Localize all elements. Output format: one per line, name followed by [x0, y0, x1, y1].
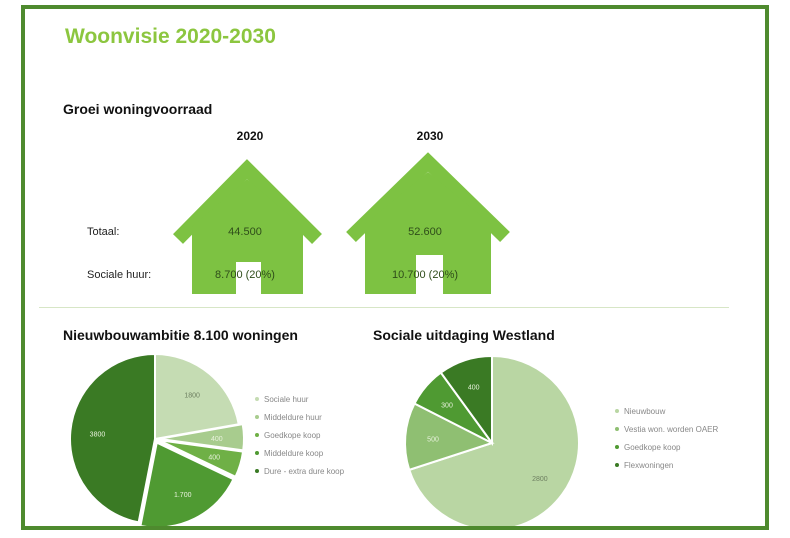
- house-2020-icon: [173, 159, 322, 294]
- pie-slice-middeldure-koop: [139, 441, 235, 526]
- legend-item-goedkope-koop: Goedkope koop: [615, 438, 718, 456]
- legend-nieuwbouw: Sociale huur Middeldure huur Goedkope koop…: [255, 390, 344, 480]
- totaal-2020-value: 44.500: [228, 226, 262, 238]
- pie-label-vestia-won-worden-oaer: 500: [427, 436, 439, 443]
- legend-item-sociale-huur: Sociale huur: [255, 390, 344, 408]
- pie-label-nieuwbouw: 2800: [532, 476, 548, 483]
- pie-label-middeldure-koop: 1.700: [174, 492, 192, 499]
- pie-chart-nieuwbouw: 1800 400 400 1.700 3800: [69, 352, 245, 526]
- year-2030: 2030: [416, 129, 444, 143]
- legend-swatch: [615, 445, 619, 449]
- legend-item-middeldure-koop: Middeldure koop: [255, 444, 344, 462]
- sociale-2030-value: 10.700 (20%): [391, 269, 459, 281]
- legend-label: Sociale huur: [264, 394, 309, 404]
- legend-item-goedkope-koop: Goedkope koop: [255, 426, 344, 444]
- legend-swatch: [255, 433, 259, 437]
- legend-label: Middeldure huur: [264, 412, 322, 422]
- legend-item-middeldure-huur: Middeldure huur: [255, 408, 344, 426]
- legend-item-nieuwbouw: Nieuwbouw: [615, 402, 718, 420]
- chart2-title: Sociale uitdaging Westland: [373, 327, 555, 343]
- legend-sociale: Nieuwbouw Vestia won. worden OAER Goedkope…: [615, 402, 718, 474]
- section-divider: [39, 307, 729, 308]
- pie-chart-sociale: 2800 500 300 400: [404, 354, 580, 526]
- pie-label-flexwoningen: 400: [468, 385, 480, 392]
- legend-swatch: [615, 427, 619, 431]
- pie-slice-goedkope-koop: [158, 439, 245, 479]
- pie-label-sociale-huur: 1800: [184, 393, 200, 400]
- legend-label: Flexwoningen: [624, 460, 674, 470]
- year-2020: 2020: [236, 129, 264, 143]
- legend-swatch: [255, 469, 259, 473]
- legend-item-dure-extra-dure-koop: Dure - extra dure koop: [255, 462, 344, 480]
- pie-slice-vestia-won-worden-oaer: [404, 402, 495, 472]
- pie-slice-flexwoningen: [439, 354, 493, 447]
- legend-item-vestia-won-worden-oaer: Vestia won. worden OAER: [615, 420, 718, 438]
- legend-label: Vestia won. worden OAER: [624, 424, 719, 434]
- legend-swatch: [255, 397, 259, 401]
- legend-swatch: [615, 409, 619, 413]
- legend-item-flexwoningen: Flexwoningen: [615, 456, 718, 474]
- legend-swatch: [255, 415, 259, 419]
- pie-label-middeldure-huur: 400: [211, 436, 223, 443]
- house-2030-icon: [346, 152, 510, 294]
- legend-label: Goedkope koop: [264, 430, 321, 440]
- legend-label: Dure - extra dure koop: [264, 466, 345, 476]
- pie-slice-nieuwbouw: [407, 354, 580, 526]
- legend-swatch: [615, 463, 619, 467]
- pie-slice-dure-extra-dure-koop: [69, 352, 156, 524]
- pie-slice-sociale-huur: [154, 352, 240, 441]
- pie-slice-middeldure-huur: [158, 423, 245, 452]
- pie-label-goedkope-koop: 300: [441, 403, 453, 410]
- sociale-2020-value: 8.700 (20%): [215, 269, 275, 281]
- groei-heading: Groei woningvoorraad: [63, 101, 213, 117]
- pie-label-goedkope-koop: 400: [208, 455, 220, 462]
- poster: Woonvisie 2020-2030 Groei woningvoorraad…: [21, 5, 769, 530]
- legend-swatch: [255, 451, 259, 455]
- legend-label: Nieuwbouw: [624, 406, 666, 416]
- sociale-label: Sociale huur:: [87, 269, 152, 281]
- page-title: Woonvisie 2020-2030: [65, 25, 276, 48]
- chart1-title: Nieuwbouwambitie 8.100 woningen: [63, 327, 298, 343]
- totaal-2030-value: 52.600: [408, 226, 442, 238]
- pie-label-dure-extra-dure-koop: 3800: [90, 431, 106, 438]
- legend-label: Middeldure koop: [264, 448, 324, 458]
- legend-label: Goedkope koop: [624, 442, 681, 452]
- totaal-label: Totaal:: [87, 226, 120, 238]
